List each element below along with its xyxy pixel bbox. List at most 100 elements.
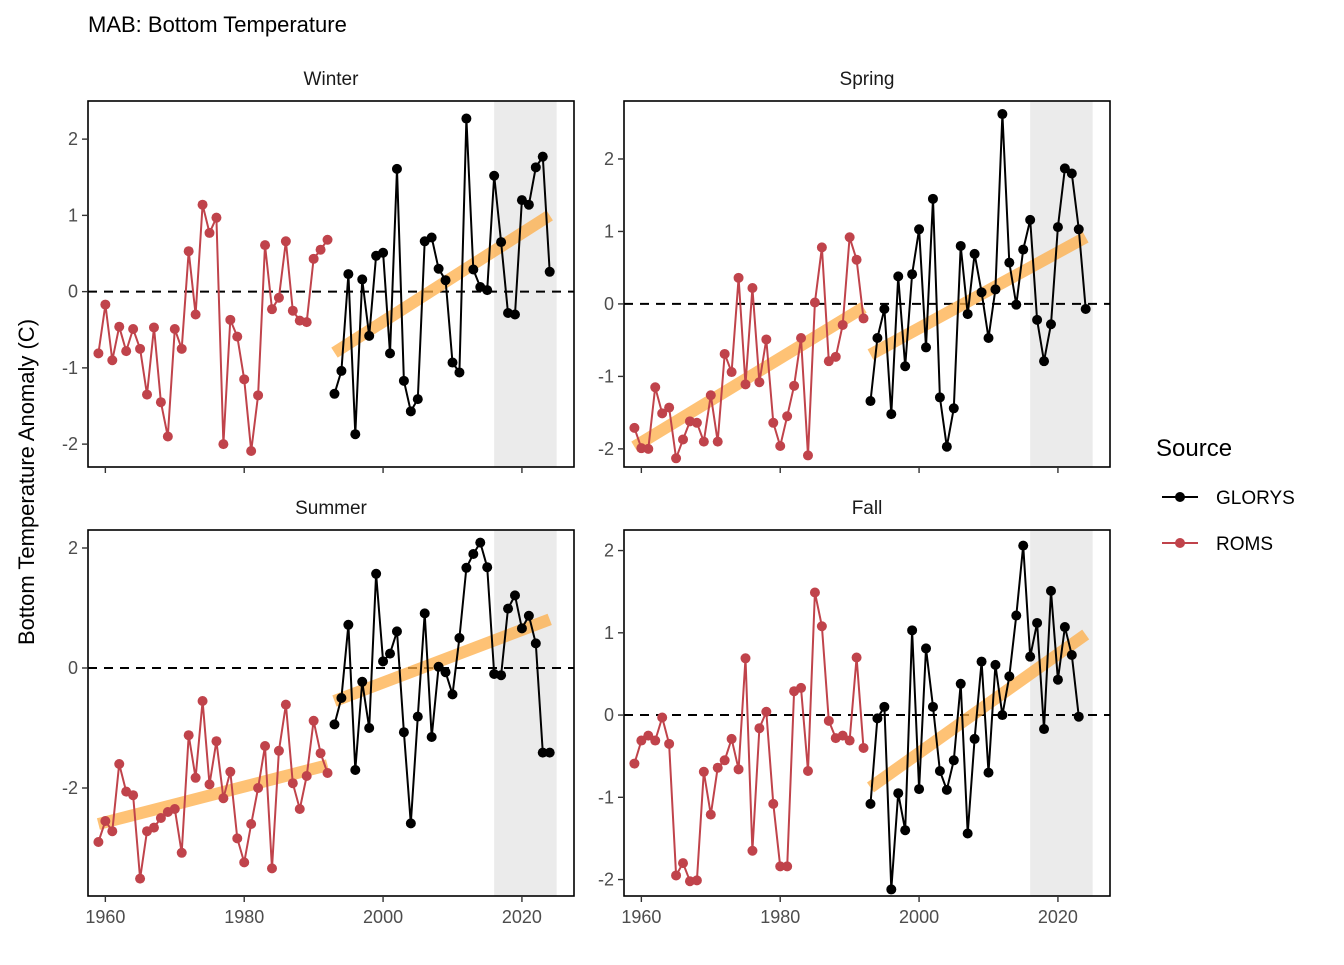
- data-point: [927, 193, 938, 204]
- series-line: [97, 700, 329, 880]
- facet-title: Fall: [852, 498, 883, 519]
- legend: Source GLORYS ROMS: [1156, 435, 1295, 555]
- data-point: [1004, 671, 1015, 682]
- data-point: [496, 237, 507, 248]
- data-point: [761, 334, 772, 345]
- data-point: [900, 825, 911, 836]
- data-point: [266, 304, 277, 315]
- data-point: [509, 309, 520, 320]
- data-point: [886, 884, 897, 895]
- legend-title: Source: [1156, 435, 1232, 462]
- x-tick-label: 2000: [899, 907, 939, 927]
- legend-item-glorys: GLORYS: [1162, 488, 1295, 509]
- data-point: [364, 330, 375, 341]
- series-glorys: [329, 113, 555, 440]
- data-point: [398, 375, 409, 386]
- data-point: [1011, 299, 1022, 310]
- series-roms: [93, 696, 333, 884]
- data-point: [990, 659, 1001, 670]
- facet-winter: Winter 2 1 0 -1 -2: [62, 69, 575, 473]
- data-point: [391, 163, 402, 174]
- data-point: [712, 762, 723, 773]
- data-point: [691, 875, 702, 886]
- data-point: [809, 587, 820, 598]
- x-tick-label: 1980: [760, 907, 800, 927]
- data-point: [176, 847, 187, 858]
- data-point: [246, 445, 257, 456]
- data-point: [705, 809, 716, 820]
- data-point: [301, 317, 312, 328]
- data-point: [322, 768, 333, 778]
- y-tick-label: -2: [62, 778, 78, 798]
- data-point: [426, 732, 437, 742]
- data-point: [225, 314, 236, 325]
- data-point: [664, 738, 675, 749]
- data-point: [544, 266, 555, 277]
- data-point: [93, 837, 104, 847]
- data-point: [865, 798, 876, 809]
- data-point: [796, 332, 807, 343]
- data-point: [1052, 674, 1063, 685]
- data-point: [955, 678, 966, 689]
- data-point: [844, 735, 855, 746]
- data-point: [872, 332, 883, 343]
- data-point: [650, 735, 661, 746]
- data-point: [433, 661, 444, 672]
- data-point: [1059, 163, 1070, 174]
- data-point: [371, 568, 382, 579]
- panel-border: [623, 100, 1111, 468]
- data-point: [719, 755, 730, 766]
- data-point: [941, 441, 952, 452]
- data-point: [211, 736, 222, 747]
- legend-key-glorys-point: [1175, 492, 1185, 502]
- data-point: [246, 819, 257, 829]
- data-point: [398, 727, 409, 738]
- data-point: [454, 367, 465, 378]
- data-point: [260, 741, 271, 751]
- data-point: [705, 390, 716, 401]
- data-point: [740, 653, 751, 664]
- data-point: [239, 857, 250, 868]
- data-point: [948, 403, 959, 414]
- legend-label-roms: ROMS: [1216, 534, 1273, 555]
- data-point: [921, 342, 932, 353]
- data-point: [907, 625, 918, 636]
- data-point: [482, 562, 493, 573]
- data-point: [308, 715, 319, 726]
- data-point: [712, 436, 723, 447]
- data-point: [107, 826, 118, 837]
- data-point: [336, 693, 347, 703]
- data-point: [969, 733, 980, 744]
- data-point: [426, 232, 437, 243]
- data-point: [301, 771, 312, 781]
- y-tick-label: -1: [598, 787, 614, 807]
- chart-title: MAB: Bottom Temperature: [88, 12, 347, 37]
- facet-title: Summer: [295, 498, 367, 519]
- data-point: [537, 151, 548, 162]
- trend-line: [96, 759, 330, 830]
- data-point: [197, 696, 208, 706]
- data-point: [176, 343, 187, 354]
- data-point: [1039, 356, 1050, 367]
- trend-line: [631, 302, 867, 452]
- data-point: [135, 343, 146, 354]
- y-tick-label: 0: [68, 282, 78, 302]
- data-point: [997, 109, 1008, 120]
- data-point: [155, 813, 166, 823]
- y-tick-label: 1: [604, 221, 614, 241]
- data-point: [768, 417, 779, 428]
- data-point: [433, 263, 444, 274]
- legend-item-roms: ROMS: [1162, 534, 1273, 555]
- data-point: [761, 706, 772, 717]
- x-tick-label: 2020: [502, 907, 542, 927]
- data-point: [148, 822, 159, 833]
- facet-title: Winter: [304, 69, 360, 90]
- data-point: [816, 242, 827, 253]
- data-point: [802, 450, 813, 461]
- data-point: [893, 788, 904, 799]
- data-point: [482, 285, 493, 296]
- series-roms: [629, 232, 869, 464]
- data-point: [266, 863, 277, 874]
- data-point: [232, 331, 243, 342]
- data-point: [768, 798, 779, 809]
